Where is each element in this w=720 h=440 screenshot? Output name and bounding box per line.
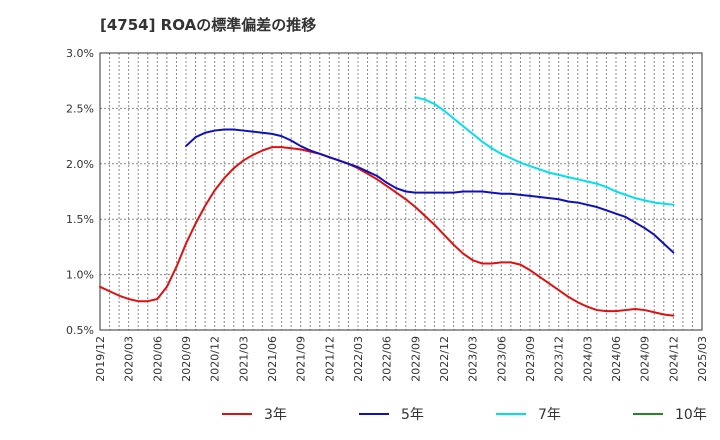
chart-title: [4754] ROAの標準偏差の推移	[100, 16, 316, 34]
plot-area: 0.5% 1.0% 1.5% 2.0% 2.5% 3.0% 2019/12 2020/03 20…	[66, 47, 709, 382]
y-tick-label: 2.5%	[66, 102, 94, 115]
x-tick-label: 2020/12	[209, 336, 222, 382]
x-tick-label: 2024/06	[610, 336, 623, 382]
x-tick-label: 2024/03	[581, 336, 594, 382]
series-line-2	[185, 128, 675, 254]
x-tick-label: 2021/09	[295, 336, 308, 382]
y-tick-label: 2.0%	[66, 158, 94, 171]
x-tick-label: 2020/06	[151, 336, 164, 382]
y-tick-label: 1.0%	[66, 269, 94, 282]
x-tick-label: 2019/12	[94, 336, 107, 382]
x-tick-label: 2024/09	[639, 336, 652, 382]
legend-label-2: 5年	[401, 407, 424, 423]
x-tick-label: 2025/03	[696, 336, 709, 382]
x-tick-label: 2020/09	[180, 336, 193, 382]
x-tick-label: 2022/03	[352, 336, 365, 382]
legend-label-1: 3年	[264, 407, 287, 423]
plot-border	[99, 52, 703, 331]
x-tick-label: 2024/12	[667, 336, 680, 382]
plot-background	[100, 53, 702, 330]
x-tick-label: 2020/03	[123, 336, 136, 382]
x-tick-label: 2021/12	[323, 336, 336, 382]
x-tick-label: 2022/09	[409, 336, 422, 382]
y-tick-label: 1.5%	[66, 213, 94, 226]
y-tick-label: 3.0%	[66, 47, 94, 60]
legend-label-3: 7年	[538, 407, 561, 423]
x-tick-label: 2021/03	[237, 336, 250, 382]
x-tick-label: 2022/06	[381, 336, 394, 382]
legend: 3年 5年 7年 10年	[222, 407, 707, 423]
x-tick-label: 2023/03	[467, 336, 480, 382]
x-tick-label: 2022/12	[438, 336, 451, 382]
x-tick-label: 2023/06	[495, 336, 508, 382]
series-line-3	[414, 96, 675, 206]
x-tick-label: 2023/09	[524, 336, 537, 382]
legend-label-4: 10年	[675, 407, 707, 423]
x-tick-label: 2023/12	[553, 336, 566, 382]
series-line-1	[99, 146, 675, 317]
x-tick-label: 2021/06	[266, 336, 279, 382]
y-tick-label: 0.5%	[66, 324, 94, 337]
